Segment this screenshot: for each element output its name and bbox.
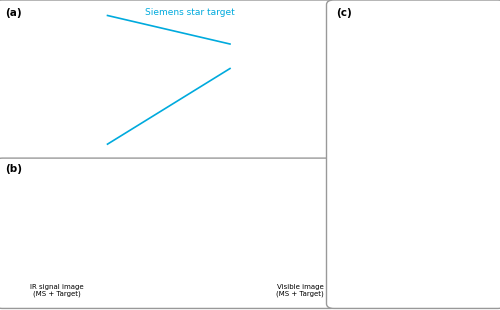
Bar (230, 44, 260, 69)
Text: (c): (c) (336, 8, 352, 18)
Text: $\lambda_s$: $\lambda_s$ (110, 179, 122, 193)
Polygon shape (0, 16, 118, 86)
Polygon shape (339, 155, 392, 192)
Polygon shape (128, 83, 218, 123)
Polygon shape (218, 25, 284, 83)
Polygon shape (158, 22, 218, 83)
Polygon shape (218, 83, 317, 107)
Polygon shape (218, 15, 252, 83)
Text: Siemens star target: Siemens star target (145, 8, 235, 17)
Polygon shape (218, 83, 244, 153)
Polygon shape (152, 83, 218, 141)
Circle shape (206, 75, 229, 91)
Text: (MS + Target): (MS + Target) (276, 290, 324, 297)
Text: I: I (342, 19, 345, 28)
Polygon shape (118, 59, 218, 83)
Polygon shape (218, 65, 319, 83)
Text: $\lambda_{SFG}$: $\lambda_{SFG}$ (224, 201, 244, 213)
Polygon shape (339, 177, 392, 207)
Bar (186, 221, 196, 237)
Text: 100 μm: 100 μm (16, 122, 40, 127)
Bar (193, 260, 202, 275)
Polygon shape (218, 77, 320, 83)
Bar (184, 240, 194, 255)
Text: IR signal image: IR signal image (30, 284, 84, 290)
Polygon shape (218, 83, 311, 118)
Bar (195, 241, 204, 257)
Polygon shape (218, 19, 269, 83)
Polygon shape (200, 83, 218, 153)
Polygon shape (124, 48, 218, 83)
Text: IV: IV (342, 217, 351, 226)
Bar (206, 242, 214, 258)
Polygon shape (218, 53, 314, 83)
Polygon shape (191, 13, 218, 83)
Polygon shape (0, 115, 118, 176)
Polygon shape (218, 83, 226, 153)
Polygon shape (218, 83, 276, 144)
Bar (190, 184, 200, 200)
Bar (188, 203, 198, 219)
Polygon shape (218, 83, 290, 137)
Bar (354, 217, 377, 268)
Polygon shape (218, 83, 261, 149)
Polygon shape (218, 33, 296, 83)
Bar (208, 224, 216, 239)
Bar (211, 187, 220, 202)
Polygon shape (0, 67, 118, 131)
Polygon shape (218, 42, 306, 83)
Text: (a): (a) (5, 8, 21, 18)
Text: Visible image: Visible image (276, 284, 324, 290)
Bar (199, 204, 208, 220)
Polygon shape (116, 83, 218, 101)
Text: (MS + Target): (MS + Target) (32, 290, 80, 297)
Bar (197, 223, 206, 238)
Polygon shape (174, 16, 218, 83)
Polygon shape (121, 83, 218, 113)
Polygon shape (218, 83, 302, 128)
Bar (210, 205, 218, 221)
Polygon shape (166, 83, 218, 147)
Polygon shape (218, 83, 320, 95)
Polygon shape (133, 38, 218, 83)
Polygon shape (342, 80, 389, 141)
Polygon shape (144, 29, 218, 83)
Text: (b): (b) (5, 164, 22, 174)
Polygon shape (114, 83, 218, 89)
Polygon shape (208, 12, 218, 83)
Bar (204, 261, 213, 277)
Polygon shape (218, 13, 236, 83)
Bar (182, 259, 192, 274)
Polygon shape (339, 146, 392, 174)
Bar (201, 186, 210, 201)
Text: II: II (342, 85, 348, 94)
Text: (b): (b) (176, 271, 193, 281)
Text: $\lambda_p$: $\lambda_p$ (110, 245, 123, 260)
Text: III: III (342, 151, 351, 160)
Polygon shape (115, 71, 218, 83)
Polygon shape (138, 83, 218, 133)
Polygon shape (182, 83, 218, 151)
